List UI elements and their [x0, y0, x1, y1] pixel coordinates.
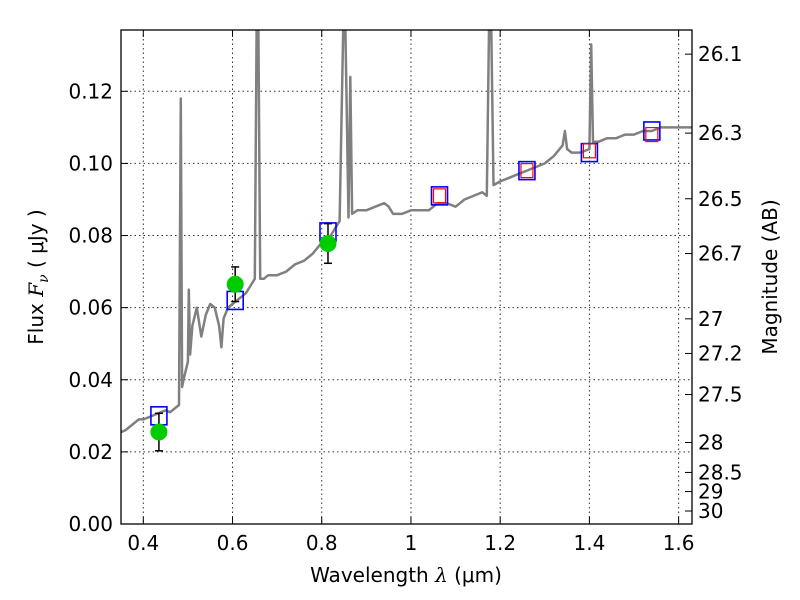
y2-tick-label: 28.5 [698, 460, 743, 484]
y2-axis-title: Magnitude (AB) [758, 199, 782, 354]
x-tick-label: 1 [405, 531, 418, 555]
x-axis-title: Wavelength λ (μm) [310, 563, 502, 587]
tick-layer: 0.4 0.6 0.8 1 1.2 1.4 1.6 0.00 0.02 0.04 0.06 0.08 0… [68, 30, 743, 555]
model-photometry-red-marker [432, 188, 447, 204]
observed-photometry-point [319, 234, 337, 252]
y2-tick-label: 26.5 [698, 187, 743, 211]
x-tick-label: 1.4 [573, 531, 605, 555]
y2-tick-label: 26.7 [698, 242, 743, 266]
y2-tick-label: 27.5 [698, 383, 743, 407]
x-tick-label: 0.8 [306, 531, 338, 555]
y2-tick-label: 29 [698, 480, 723, 504]
observed-photometry-point [150, 423, 168, 441]
model-photometry-marker [430, 186, 449, 206]
y2-tick-label: 30 [698, 499, 723, 523]
y-tick-label: 0.02 [68, 440, 113, 464]
model-photometry-marker [643, 121, 661, 141]
y2-tick-label: 26.3 [698, 121, 743, 145]
observed-photometry-point [226, 275, 244, 293]
y-tick-label: 0.08 [68, 224, 113, 248]
data-layer [121, 30, 692, 452]
y-tick-label: 0.10 [68, 151, 113, 175]
y2-tick-label: 27 [698, 307, 723, 331]
y2-tick-label: 26.1 [698, 42, 743, 66]
y-tick-label: 0.12 [68, 79, 113, 103]
y-axis-title: Flux Fν ( μJy ) [24, 209, 52, 344]
y-tick-label: 0.04 [68, 368, 113, 392]
x-tick-label: 0.4 [127, 531, 159, 555]
model-photometry-red-marker [582, 143, 596, 159]
plot-frame [120, 29, 693, 525]
y2-tick-label: 28 [698, 431, 723, 455]
model-photometry-marker [518, 160, 536, 181]
model-photometry-red-marker [520, 163, 534, 179]
y2-tick-label: 27.2 [698, 341, 743, 365]
model-spectrum-line [121, 30, 692, 434]
y-tick-label: 0.06 [68, 296, 113, 320]
grid-layer [121, 30, 692, 524]
model-photometry-red-marker [645, 126, 659, 143]
x-tick-label: 1.2 [484, 531, 516, 555]
x-tick-label: 0.6 [217, 531, 249, 555]
y-tick-label: 0.00 [68, 512, 113, 536]
x-tick-label: 1.6 [663, 531, 695, 555]
